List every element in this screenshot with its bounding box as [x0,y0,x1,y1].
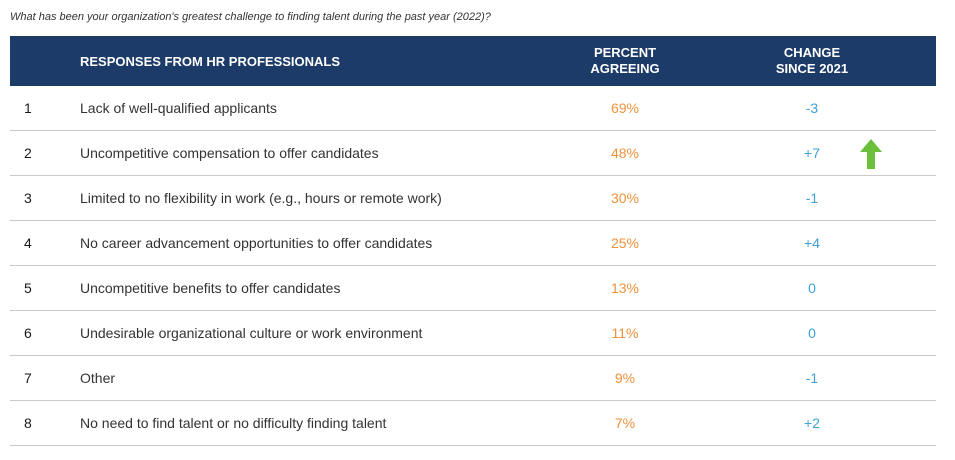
row-rank: 2 [24,145,32,161]
row-response: Uncompetitive compensation to offer cand… [80,145,379,161]
row-change: +4 [804,235,820,251]
row-percent: 13% [610,280,640,296]
header-percent-line1: PERCENT [593,45,657,60]
row-percent: 7% [614,415,636,431]
table-row: 4 No career advancement opportunities to… [10,221,936,266]
row-change: +7 [804,145,820,161]
row-rank: 3 [24,190,32,206]
row-rank: 7 [24,370,32,386]
row-rank: 8 [24,415,32,431]
table-row: 7 Other 9% -1 [10,356,936,401]
row-percent: 48% [610,145,640,161]
row-response: No career advancement opportunities to o… [80,235,433,251]
row-rank: 4 [24,235,32,251]
table-row: 3 Limited to no flexibility in work (e.g… [10,176,936,221]
row-rank: 1 [24,100,32,116]
row-change: -1 [805,370,819,386]
table-row: 2 Uncompetitive compensation to offer ca… [10,131,936,176]
table-row: 8 No need to find talent or no difficult… [10,401,936,446]
table-row: 1 Lack of well-qualified applicants 69% … [10,86,936,131]
row-percent: 69% [610,100,640,116]
row-change: 0 [808,325,816,341]
row-percent: 9% [614,370,636,386]
row-response: Limited to no flexibility in work (e.g.,… [80,190,442,206]
row-percent: 30% [610,190,640,206]
row-response: Other [80,370,116,386]
header-percent-agreeing: PERCENT AGREEING [570,45,680,77]
row-change: -3 [805,100,819,116]
header-change-since-2021: CHANGE SINCE 2021 [757,45,867,77]
row-percent: 25% [610,235,640,251]
row-response: Undesirable organizational culture or wo… [80,325,423,341]
row-response: Uncompetitive benefits to offer candidat… [80,280,341,296]
row-change: 0 [808,280,816,296]
green-up-arrow-icon [860,139,882,169]
row-rank: 6 [24,325,32,341]
survey-question: What has been your organization's greate… [10,11,491,23]
row-response: No need to find talent or no difficulty … [80,415,387,431]
row-change: -1 [805,190,819,206]
row-rank: 5 [24,280,32,296]
results-table: RESPONSES FROM HR PROFESSIONALS PERCENT … [10,36,936,446]
table-row: 6 Undesirable organizational culture or … [10,311,936,356]
header-responses: RESPONSES FROM HR PROFESSIONALS [80,54,341,69]
header-change-line1: CHANGE [783,45,841,60]
table-row: 5 Uncompetitive benefits to offer candid… [10,266,936,311]
row-percent: 11% [611,325,639,341]
header-change-line2: SINCE 2021 [775,61,849,76]
row-response: Lack of well-qualified applicants [80,100,277,116]
table-header: RESPONSES FROM HR PROFESSIONALS PERCENT … [10,36,936,86]
row-change: +2 [804,415,820,431]
header-percent-line2: AGREEING [590,61,660,76]
